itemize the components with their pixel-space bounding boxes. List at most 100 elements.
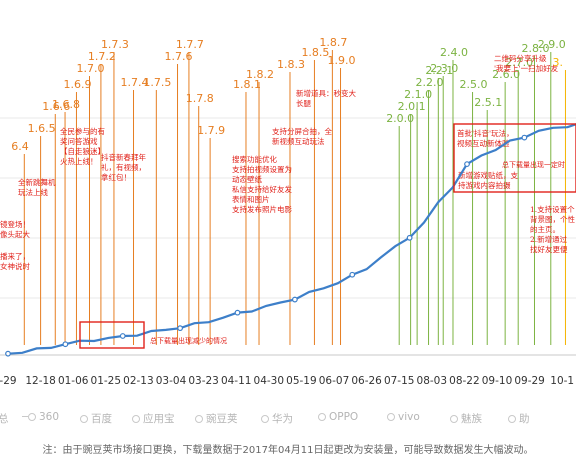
- series-point: [291, 296, 298, 303]
- legend-label: OPPO: [329, 411, 359, 423]
- legend-item-4[interactable]: 华为: [261, 411, 293, 426]
- version-label: 3.: [552, 56, 563, 69]
- annotation-note: 支持分屏合拍，全新视频互动玩法: [272, 126, 332, 146]
- annotation-note: 二维码分享升级'我要上'一扫加好友: [494, 53, 559, 73]
- series-point: [234, 309, 241, 316]
- version-label: 2.0.1: [398, 100, 426, 113]
- legend-marker-icon: [132, 415, 140, 423]
- callout-dip: 总下载量出现减少的情况: [150, 336, 227, 345]
- legend-item-3[interactable]: 豌豆荚: [195, 411, 238, 426]
- version-lines: 6.4 1.6.5 1.6.61.6.8 1.6.9 1.7.01.7.21.7.3 1.…: [11, 36, 566, 345]
- version-label: 1.6.9: [63, 78, 91, 91]
- version-label: 1.7.6: [165, 50, 193, 63]
- version-label: 2.4.0: [440, 46, 468, 59]
- series-point: [119, 333, 126, 339]
- x-tick-label: 10-1: [550, 375, 574, 387]
- legend-marker-icon: [387, 413, 395, 421]
- legend-label: 百度: [91, 413, 112, 425]
- highlight-box-dip: [79, 321, 145, 349]
- legend-label: vivo: [398, 411, 420, 423]
- x-tick-label: 01-25: [91, 375, 122, 387]
- version-label: 2.9.0: [538, 38, 566, 51]
- annotation-note: 全新跳舞机玩法上线: [18, 177, 56, 197]
- version-label: 1.7.2: [88, 50, 116, 63]
- legend-label: 豌豆荚: [206, 413, 238, 425]
- legend-item-0[interactable]: 360: [22, 411, 59, 423]
- version-label: 1.7.9: [197, 124, 225, 137]
- legend-marker-icon: [450, 415, 458, 423]
- x-tick-label: 08-03: [417, 375, 448, 387]
- grid-lines: [0, 117, 576, 356]
- x-tick-label: 05-19: [286, 375, 317, 387]
- footnote: 注：由于豌豆荚市场接口更换，下载量数据于2017年04月11日起更改为安装量，可…: [42, 445, 534, 456]
- version-label: 1.8.3: [277, 58, 305, 71]
- highlight-boxes: 总下载量出现减少的情况 总下载量出现一定时: [79, 123, 576, 349]
- version-label: 2.3.0: [430, 62, 458, 75]
- annotation-note: 搜索功能优化支持拍视频设置为动态壁纸私信支持给好友发表情和图片支持发布照片电影: [232, 154, 292, 214]
- version-label: 1.8.5: [301, 46, 329, 59]
- annotation-note: 首批'抖音'玩法，视频互动新体验: [457, 128, 514, 148]
- legend: 总 360 百度 应用宝 豌豆荚 华为 OPPO vivo 魅族 助: [0, 411, 576, 431]
- legend-label: 应用宝: [143, 413, 175, 425]
- legend-marker-icon: [80, 415, 88, 423]
- version-label: 2.1.0: [404, 88, 432, 101]
- series-point: [62, 341, 69, 348]
- series-point: [406, 234, 413, 241]
- version-label: 1.6.6: [42, 100, 70, 113]
- series-group: [5, 123, 576, 357]
- version-label: 2.8.0: [521, 42, 549, 55]
- x-tick-label: 06-07: [319, 375, 350, 387]
- annotation-note: 播来了，女神说时: [0, 251, 30, 271]
- legend-marker-icon: [261, 415, 269, 423]
- annotation-note: 新增游戏贴纸，支持游戏内容拍摄: [458, 170, 518, 190]
- legend-label: 华为: [272, 413, 293, 425]
- chart-canvas: 6.4 1.6.5 1.6.61.6.8 1.6.9 1.7.01.7.21.7.3 1.…: [0, 36, 576, 387]
- version-label: 1.8.1: [233, 78, 261, 91]
- x-tick-label: 04-30: [254, 375, 285, 387]
- version-label: 2.7.0: [505, 56, 533, 69]
- legend-marker-icon: [508, 415, 516, 423]
- version-label: 2.5.1: [474, 96, 502, 109]
- legend-item-6[interactable]: vivo: [387, 411, 420, 423]
- x-tick-label: 08-22: [449, 375, 480, 387]
- version-label: 2.2.0: [416, 76, 444, 89]
- x-tick-label: 04-11: [221, 375, 252, 387]
- version-label: 2.5.0: [460, 78, 488, 91]
- legend-item-7[interactable]: 魅族: [450, 411, 482, 426]
- series-point: [349, 271, 356, 278]
- annotation-notes: 全民参与的有奖问答游戏【自走狼迷】火热上线！全新跳舞机玩法上线镜登场！像头起大播…: [0, 53, 575, 271]
- version-label: 1.6.8: [52, 98, 80, 111]
- x-tick-label: 02-13: [123, 375, 154, 387]
- series-point: [521, 134, 528, 141]
- x-tick-label: 01-06: [58, 375, 89, 387]
- legend-marker-icon: [318, 413, 326, 421]
- series-point: [177, 325, 184, 332]
- x-tick-label: 03-23: [188, 375, 219, 387]
- version-label: 2.6.0: [492, 68, 520, 81]
- version-label: 1.7.3: [101, 38, 129, 51]
- legend-marker-icon: [28, 413, 36, 421]
- version-label: 1.9.0: [328, 54, 356, 67]
- version-label: 1.8.7: [319, 36, 347, 49]
- version-label: 1.7.8: [186, 92, 214, 105]
- annotation-note: 抖音新春拜年礼，有视频，拿红包！: [101, 152, 146, 182]
- legend-label: 魅族: [461, 413, 482, 425]
- x-tick-label: 03-04: [156, 375, 187, 387]
- legend-item-5[interactable]: OPPO: [318, 411, 358, 423]
- series-point: [464, 161, 470, 168]
- x-tick-label: -29: [0, 375, 17, 387]
- legend-label: 360: [39, 411, 60, 423]
- version-label: 1.7.5: [143, 76, 171, 89]
- highlight-box-plateau: [453, 123, 576, 193]
- legend-marker-icon: [195, 415, 203, 423]
- legend-item-1[interactable]: 百度: [80, 411, 112, 426]
- annotation-note: 镜登场！像头起大: [0, 219, 30, 239]
- legend-item-8[interactable]: 助: [508, 411, 530, 426]
- version-label: 1.7.0: [77, 62, 105, 75]
- version-label: 1.6.5: [28, 122, 56, 135]
- legend-item-2[interactable]: 应用宝: [132, 411, 175, 426]
- version-label: 1.7.7: [176, 38, 204, 51]
- legend-prefix: 总: [0, 413, 9, 425]
- x-tick-label: 12-18: [25, 375, 56, 387]
- annotation-note: 全民参与的有奖问答游戏【自走狼迷】火热上线！: [60, 126, 105, 166]
